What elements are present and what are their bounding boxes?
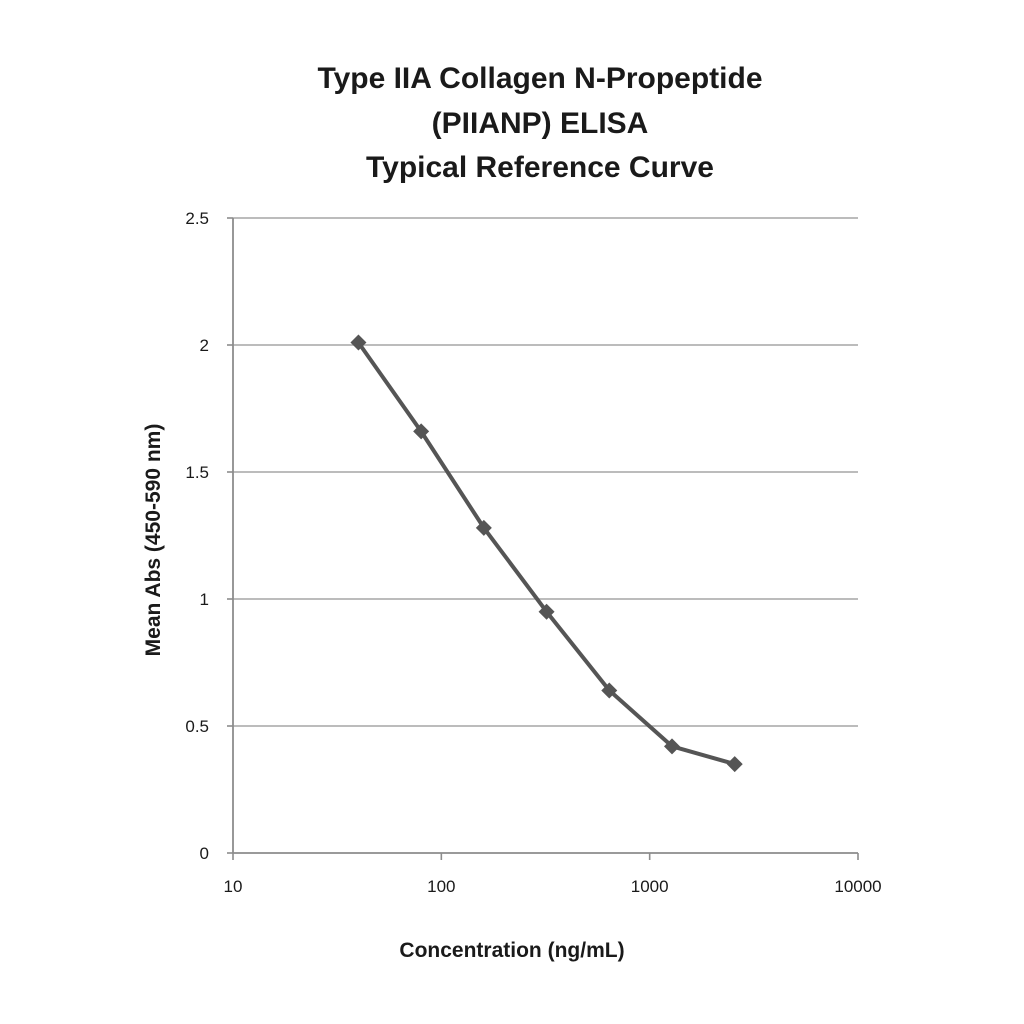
data-point-marker (413, 423, 430, 440)
data-point-marker (601, 682, 618, 699)
x-tick-label: 1000 (631, 877, 669, 896)
chart-title: Type IIA Collagen N-Propeptide (PIIANP) … (317, 62, 762, 184)
y-tick-label: 2 (200, 336, 209, 355)
chart-title-line-1: Type IIA Collagen N-Propeptide (317, 62, 762, 95)
data-point-marker (726, 756, 743, 773)
x-axis-title: Concentration (ng/mL) (399, 939, 624, 962)
data-point-marker (664, 738, 681, 755)
data-point-marker (538, 603, 555, 620)
y-tick-label: 1 (200, 590, 209, 609)
series-line (356, 341, 736, 767)
y-tick-label: 2.5 (185, 209, 209, 228)
y-axis-title: Mean Abs (450-590 nm) (142, 424, 165, 657)
y-tick-label: 1.5 (185, 463, 209, 482)
x-tick-label: 10000 (834, 877, 881, 896)
data-point-marker (475, 519, 492, 536)
series-layer (350, 334, 743, 773)
y-tick-label: 0 (200, 844, 209, 863)
gridlines (233, 217, 858, 727)
axes (227, 217, 859, 860)
x-tick-label: 100 (427, 877, 455, 896)
x-tick-labels: 10 100 1000 10000 (224, 877, 882, 896)
y-tick-labels: 0 0.5 1 1.5 2 2.5 (185, 209, 209, 863)
data-point-marker (350, 334, 367, 351)
chart-title-line-2: (PIIANP) ELISA (432, 107, 649, 140)
x-tick-label: 10 (224, 877, 243, 896)
y-tick-label: 0.5 (185, 717, 209, 736)
chart-title-line-3: Typical Reference Curve (366, 151, 714, 184)
